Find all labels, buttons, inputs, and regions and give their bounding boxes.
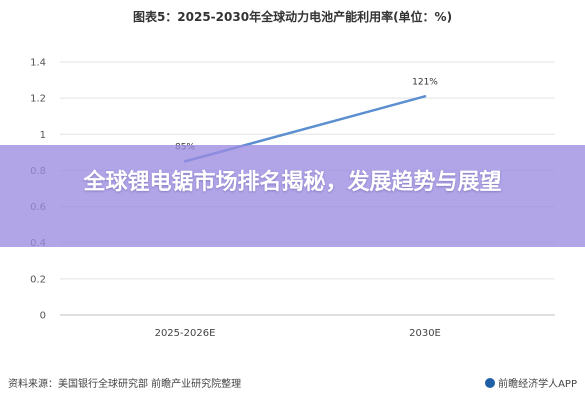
source-note: 资料来源：美国银行全球研究部 前瞻产业研究院整理: [8, 379, 242, 390]
y-tick-label: 1: [40, 130, 46, 141]
x-tick-label: 2030E: [409, 328, 441, 339]
y-tick-label: 1.2: [30, 94, 46, 105]
brand-label: 前瞻经济学人APP: [485, 375, 577, 390]
x-tick-label: 2025-2026E: [155, 328, 216, 339]
overlay-title: 全球锂电锯市场排名揭秘，发展趋势与展望: [83, 170, 502, 195]
data-labels: 85%121%: [175, 77, 438, 152]
data-label: 121%: [412, 77, 438, 87]
brand-logo-icon: [485, 378, 496, 388]
y-tick-label: 0.2: [30, 274, 46, 285]
brand-text: 前瞻经济学人APP: [498, 379, 577, 390]
chart-title: 图表5：2025-2030年全球动力电池产能利用率(单位：%): [132, 10, 453, 24]
y-tick-label: 0: [40, 311, 46, 322]
x-tick-labels: 2025-2026E 2030E: [155, 328, 441, 339]
overlay-banner: [0, 145, 585, 247]
y-tick-label: 1.4: [30, 58, 46, 69]
